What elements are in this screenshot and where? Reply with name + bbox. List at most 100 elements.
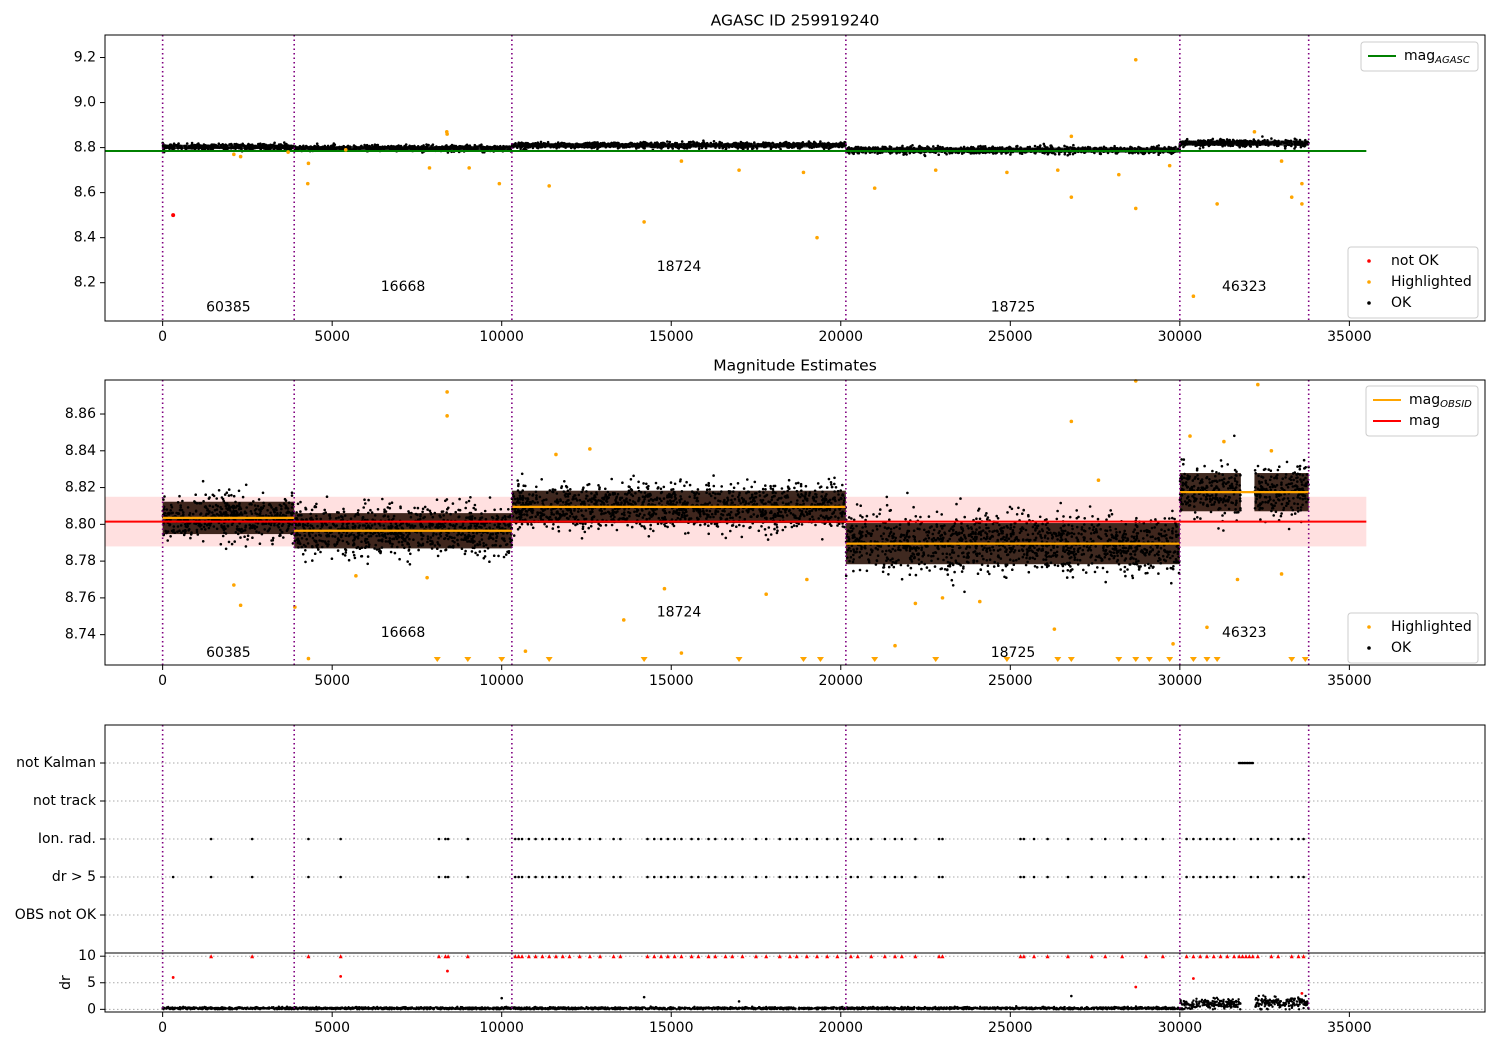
dr-capped-marker (513, 954, 518, 959)
flag-point (588, 837, 592, 841)
dr-capped-marker (598, 954, 603, 959)
highlighted-point (679, 159, 684, 163)
flag-point (1270, 875, 1273, 879)
flag-point (561, 875, 565, 879)
below-range-marker (1132, 657, 1140, 662)
flag-point (714, 837, 717, 841)
dr-capped-marker (1289, 954, 1294, 959)
magnitude-estimates-panel: Magnitude Estimates 60385 16668 18724 18725 4… (65, 357, 1486, 689)
x-tick-label: 0 (158, 1020, 167, 1036)
dr-capped-marker (577, 954, 582, 959)
highlighted-point (1171, 642, 1175, 646)
highlighted-point (1117, 172, 1121, 177)
y-tick-label: OBS not OK (15, 907, 97, 923)
flag-point (869, 837, 873, 841)
highlighted-point (1191, 294, 1196, 299)
highlighted-point (1279, 159, 1284, 163)
chart-title: AGASC ID 259919240 (711, 12, 880, 30)
flag-point (1302, 875, 1305, 879)
y-tick-label: 9.0 (74, 95, 96, 111)
dr-capped-marker (1276, 954, 1281, 959)
chart-title: Magnitude Estimates (713, 357, 877, 375)
legend-marker-swatch (1367, 646, 1371, 650)
flag-point (788, 875, 792, 879)
dr-capped-marker (1089, 954, 1094, 959)
highlighted-point (306, 656, 311, 661)
highlighted-point (1167, 163, 1172, 168)
flag-point (1144, 875, 1148, 879)
flag-point (788, 837, 792, 841)
ok-points (161, 141, 296, 154)
flag-point (534, 837, 537, 841)
flag-point (690, 837, 693, 841)
flag-point (883, 875, 887, 879)
flag-point (520, 837, 524, 841)
y-tick-label: 5 (87, 975, 96, 991)
dr-capped-marker (696, 954, 701, 959)
highlighted-point (425, 575, 429, 580)
highlighted-point (1222, 439, 1226, 444)
dr-capped-marker (446, 954, 451, 959)
flag-point (527, 875, 531, 879)
dr-capped-marker (869, 954, 874, 959)
dr-capped-marker (1032, 954, 1037, 959)
highlighted-point (872, 186, 877, 190)
y-tick-label: 8.86 (65, 406, 96, 422)
flag-point (1249, 837, 1253, 841)
flag-point (856, 837, 860, 841)
flag-point (466, 875, 470, 879)
highlighted-point (238, 603, 243, 608)
highlighted-point (1235, 577, 1240, 582)
highlighted-point (940, 596, 945, 600)
legend-box (1347, 612, 1479, 664)
dr-red-point (446, 969, 449, 973)
x-tick-label: 30000 (1158, 329, 1203, 345)
flag-point (437, 875, 441, 879)
flag-point (1103, 875, 1107, 879)
below-range-marker (735, 657, 743, 662)
dr-capped-marker (1240, 954, 1245, 959)
dr-capped-marker (679, 954, 684, 959)
below-range-marker (1067, 657, 1075, 662)
flag-point (527, 837, 531, 841)
flag-point (941, 837, 944, 841)
x-tick-label: 25000 (988, 1020, 1033, 1036)
highlighted-point (642, 220, 646, 224)
highlighted-point (354, 574, 358, 578)
dr-capped-marker (250, 954, 255, 959)
flag-point (250, 875, 254, 879)
below-range-marker (932, 657, 940, 662)
x-tick-label: 5000 (314, 673, 350, 689)
highlighted-point (286, 150, 290, 154)
flag-point (517, 837, 520, 841)
flag-point (795, 875, 798, 879)
flag-point (1161, 837, 1165, 841)
dr-capped-marker (516, 954, 521, 959)
x-tick-label: 15000 (649, 329, 694, 345)
flag-point (1256, 875, 1260, 879)
flag-point (554, 875, 558, 879)
highlighted-point (547, 184, 551, 188)
flag-point (541, 837, 544, 841)
dr-capped-marker (706, 954, 711, 959)
dr-capped-marker (465, 954, 470, 959)
x-tick-label: 20000 (819, 1020, 864, 1036)
highlighted-point (805, 577, 809, 582)
flag-point (1302, 837, 1305, 841)
flag-point (893, 875, 897, 879)
dr-capped-marker (1243, 954, 1248, 959)
highlighted-point (232, 583, 236, 587)
below-range-marker (1203, 657, 1211, 662)
flag-point (741, 875, 744, 879)
below-range-marker (871, 657, 879, 662)
highlighted-point (1252, 130, 1257, 134)
highlighted-point (1005, 170, 1009, 175)
flag-point (466, 837, 470, 841)
dr-capped-marker (825, 954, 830, 959)
flag-point (893, 837, 897, 841)
flag-point (673, 875, 676, 879)
obsid-label: 18724 (657, 259, 702, 275)
dr-capped-marker (645, 954, 650, 959)
y-tick-label: 8.84 (65, 443, 96, 459)
dr-capped-marker (855, 954, 860, 959)
